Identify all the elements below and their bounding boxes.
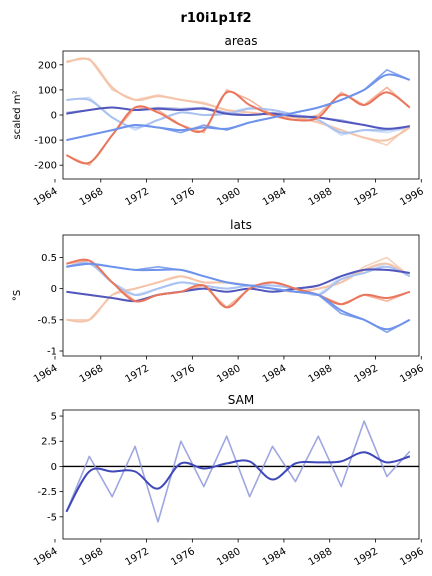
y-tick-label: 0.5 [41,253,57,264]
series-line-1 [65,451,411,513]
series-group [66,256,411,334]
x-tick-label: 1972 [124,186,152,208]
series-line-9 [66,262,411,331]
y-tick-label: 0 [51,462,57,473]
x-tick-label: 1988 [307,186,335,208]
panel-title: lats [230,218,252,232]
x-tick-label: 1992 [352,363,380,385]
y-tick-label: 0 [51,284,57,295]
figure-suptitle: r10i1p1f2 [180,11,251,26]
x-tick-label: 1968 [78,546,106,568]
x-tick-label: 1988 [307,363,335,385]
x-tick-label: 1972 [124,546,152,568]
y-axis-label: scaled m² [12,90,23,139]
y-tick-label: 5 [51,412,57,423]
x-tick-label: 1964 [32,186,60,208]
y-tick-label: 0 [51,111,57,122]
y-tick-label: -200 [34,161,57,172]
y-tick-label: -0.5 [37,315,57,326]
x-tick-label: 1980 [215,363,243,385]
y-tick-label: 100 [38,85,57,96]
x-tick-label: 1996 [398,186,426,208]
x-tick-label: 1996 [398,363,426,385]
x-tick-label: 1988 [307,546,335,568]
plot-frame [62,234,420,357]
series-line-0 [65,420,411,523]
chart-panel-SAM: SAM -5 -2.5 0 2.5 5 1964 1968 1972 1976 1980 1984 19… [32,393,426,568]
series-line-9 [66,73,411,142]
series-line-5 [66,262,411,323]
y-tick-label: -5 [47,512,57,523]
series-group [65,57,411,166]
series-line-8 [66,258,411,309]
x-tick-label: 1992 [352,186,380,208]
x-tick-label: 1964 [32,363,60,385]
y-axis-label: °S [12,290,23,301]
y-tick-label: 2.5 [41,437,57,448]
x-tick-label: 1964 [32,546,60,568]
x-tick-label: 1976 [169,186,197,208]
y-tick-label: -100 [34,136,57,147]
x-tick-label: 1968 [78,363,106,385]
x-tick-label: 1980 [215,186,243,208]
panel-title: SAM [228,393,254,407]
x-tick-label: 1984 [261,363,289,385]
x-tick-label: 1984 [261,546,289,568]
series-line-7 [66,268,410,303]
chart-panel-lats: lats °S -1 -0.5 0 0.5 1964 1968 1972 1976 1980 1984… [12,218,426,385]
chart-panel-areas: areas scaled m² -200 -100 0 100 200 1964 1968 197… [12,34,426,208]
x-tick-label: 1972 [124,363,152,385]
x-tick-label: 1984 [261,186,289,208]
series-line-6 [66,262,411,297]
series-group [63,420,419,523]
series-line-8 [65,90,411,165]
x-tick-label: 1968 [78,186,106,208]
series-line-6 [66,97,410,134]
x-tick-label: 1976 [169,363,197,385]
series-line-7 [66,106,410,130]
plot-frame [62,409,420,540]
panel-title: areas [224,34,257,48]
y-tick-label: -2.5 [37,487,57,498]
y-tick-label: 200 [38,60,57,71]
y-tick-label: -1 [47,347,57,358]
x-tick-label: 1992 [352,546,380,568]
x-tick-label: 1976 [169,546,197,568]
x-tick-label: 1996 [398,546,426,568]
x-tick-label: 1980 [215,546,243,568]
